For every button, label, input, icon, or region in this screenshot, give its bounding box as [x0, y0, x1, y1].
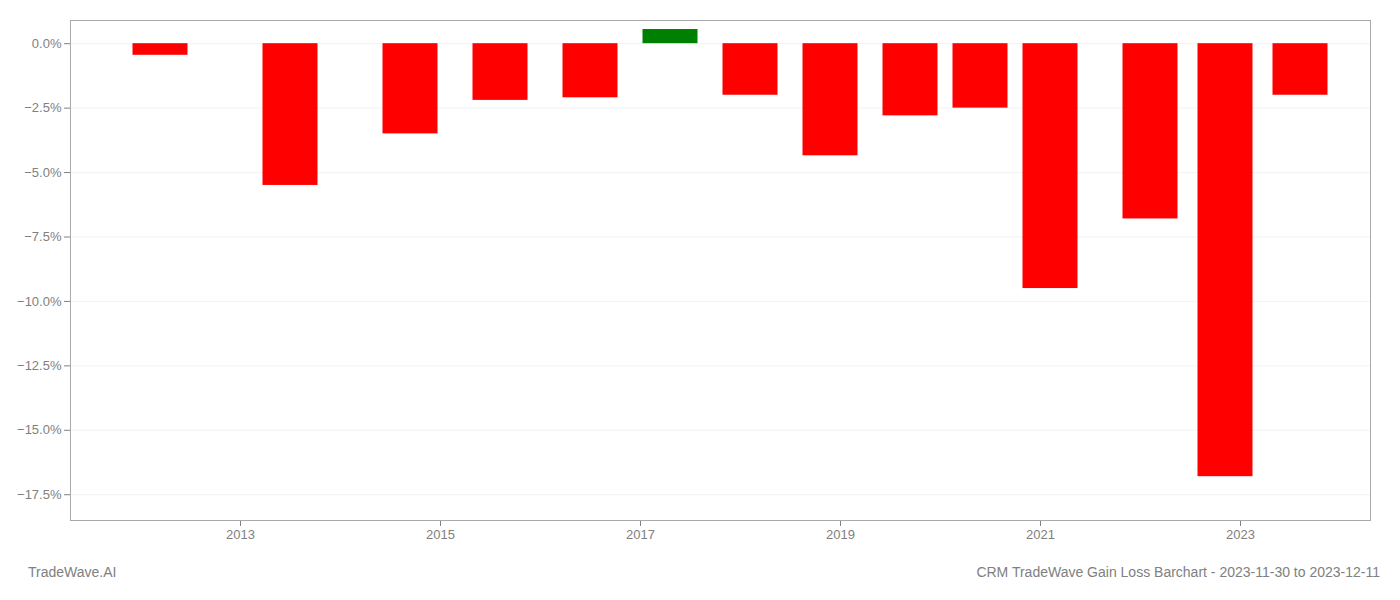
svg-text:2023: 2023	[1226, 527, 1255, 542]
svg-text:−5.0%: −5.0%	[24, 165, 62, 180]
svg-text:−12.5%: −12.5%	[17, 358, 62, 373]
svg-text:2017: 2017	[626, 527, 655, 542]
svg-text:0.0%: 0.0%	[32, 36, 62, 51]
svg-text:2019: 2019	[826, 527, 855, 542]
html-text:CRM TradeWave Gain Loss Barcha: CRM TradeWave Gain Loss Barchart - 2023-…	[976, 564, 1380, 580]
svg-text:−15.0%: −15.0%	[17, 422, 62, 437]
svg-text:2015: 2015	[426, 527, 455, 542]
svg-text:−10.0%: −10.0%	[17, 294, 62, 309]
svg-text:2021: 2021	[1026, 527, 1055, 542]
svg-text:−2.5%: −2.5%	[24, 100, 62, 115]
svg-text:−7.5%: −7.5%	[24, 229, 62, 244]
svg-text:2013: 2013	[226, 527, 255, 542]
html-text:TradeWave.AI: TradeWave.AI	[28, 564, 117, 580]
svg-text:−17.5%: −17.5%	[17, 487, 62, 502]
